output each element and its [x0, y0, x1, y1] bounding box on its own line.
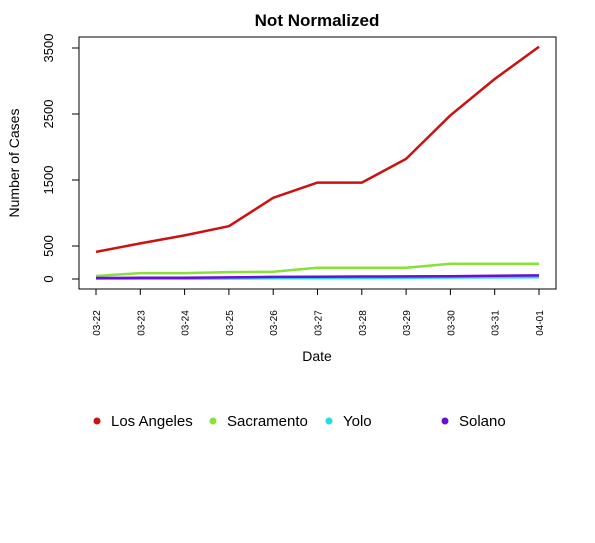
x-tick-label: 03-31: [491, 310, 502, 336]
y-axis-label: Number of Cases: [6, 109, 22, 218]
legend-marker: [325, 417, 333, 425]
x-axis: 03-22 03-23 03-24 03-25 03-26 03-27 03-28 03-29…: [92, 288, 546, 336]
x-tick-label: 03-30: [446, 310, 457, 336]
y-tick-label: 0: [41, 275, 56, 282]
y-tick-label: 2500: [41, 100, 56, 129]
legend-label: Los Angeles: [111, 413, 193, 430]
x-tick-label: 03-29: [402, 310, 413, 336]
x-tick-label: 03-28: [358, 310, 369, 336]
y-tick-label: 500: [41, 235, 56, 257]
series-line-sacramento: [95, 262, 539, 278]
chart-title: Not Normalized: [255, 11, 380, 30]
y-tick-label: 3500: [41, 34, 56, 63]
x-tick-label: 03-25: [225, 310, 236, 336]
x-tick-label: 03-23: [136, 310, 147, 336]
x-tick-label: 03-24: [181, 310, 192, 336]
series-line-los-angeles: [95, 45, 540, 254]
legend-marker: [209, 417, 217, 425]
legend-marker: [441, 417, 449, 425]
series-lines: [95, 45, 540, 280]
x-tick-label: 03-27: [314, 310, 325, 336]
legend: Los Angeles Sacramento Yolo Solano: [93, 413, 506, 430]
legend-label: Yolo: [343, 413, 372, 430]
x-tick-label: 03-26: [269, 310, 280, 336]
x-tick-label: 03-22: [92, 310, 103, 336]
series-line-solano: [95, 274, 540, 280]
legend-label: Solano: [459, 413, 506, 430]
x-axis-label: Date: [302, 348, 332, 364]
legend-marker: [93, 417, 101, 425]
x-tick-label: 04-01: [535, 310, 546, 336]
y-axis: 0 500 1500 2500 3500: [41, 34, 80, 283]
legend-label: Sacramento: [227, 413, 308, 430]
y-tick-label: 1500: [41, 166, 56, 195]
plot-frame: [78, 36, 557, 290]
